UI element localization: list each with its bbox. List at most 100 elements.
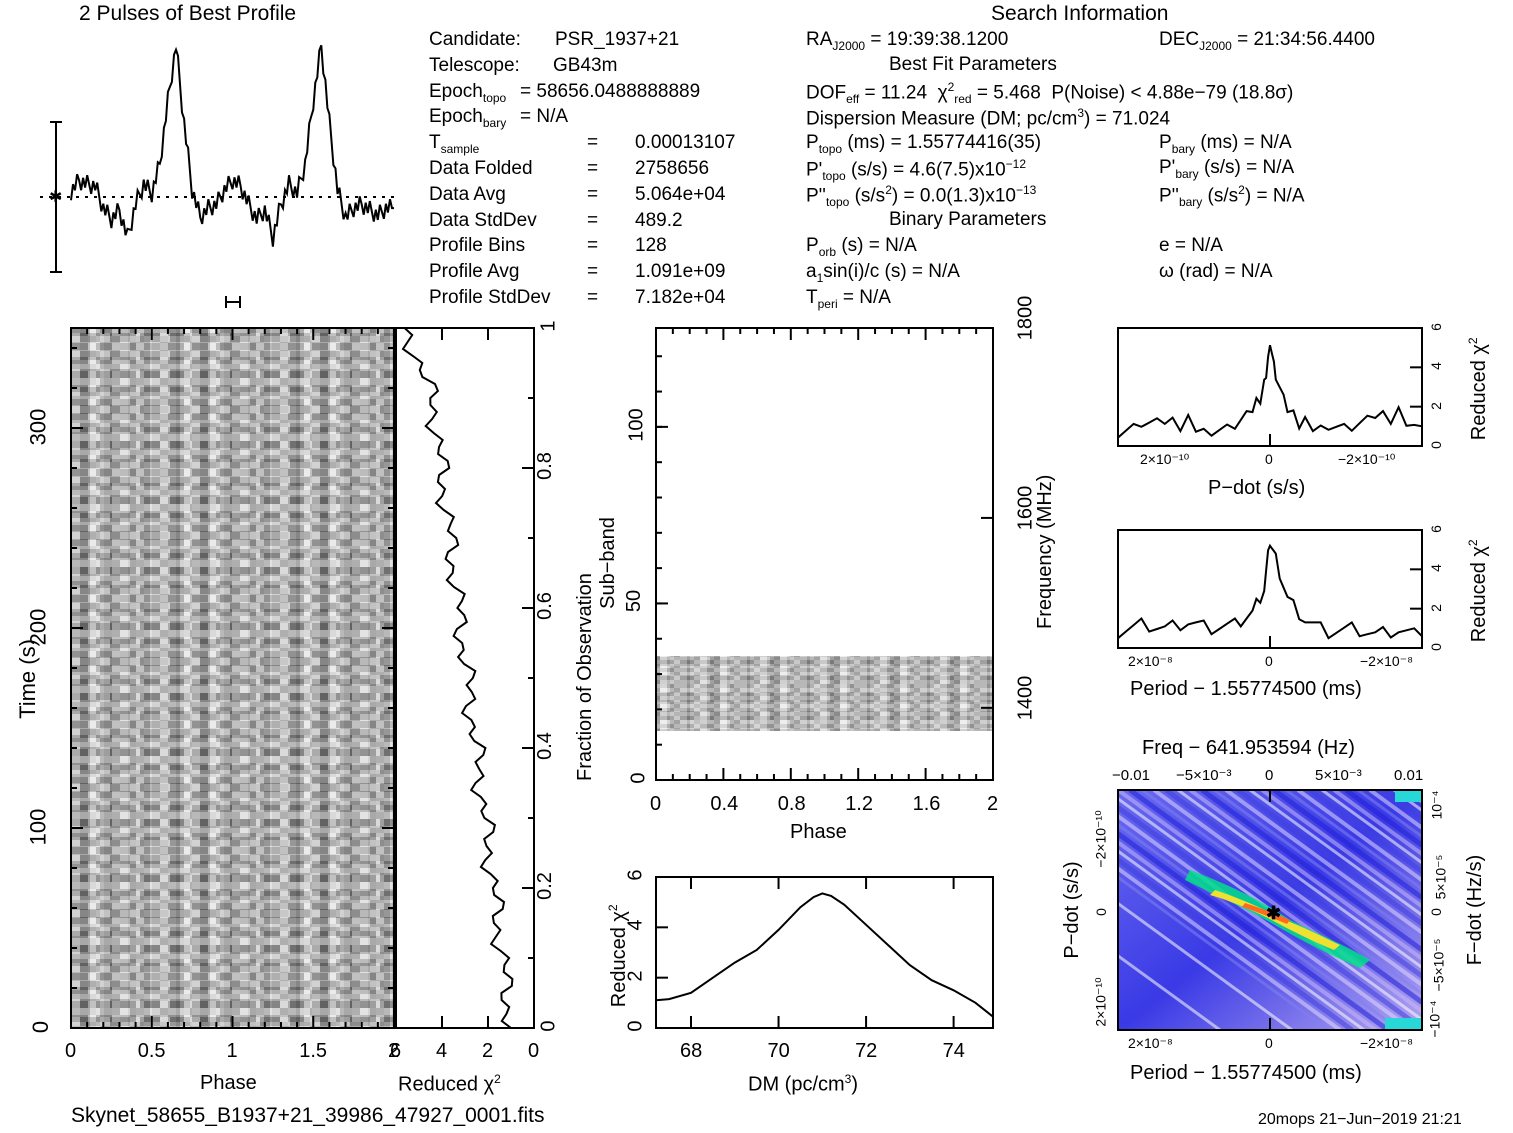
tick-label: 2 bbox=[1427, 401, 1444, 410]
tick-label: 1 bbox=[226, 1040, 238, 1062]
tick-label: 68 bbox=[680, 1040, 703, 1062]
tick-label: 0.4 bbox=[533, 732, 556, 760]
subband-phase-xlabel: Phase bbox=[790, 821, 847, 843]
tick-label: 6 bbox=[1427, 525, 1444, 533]
redchi-xlabel: Reduced χ2 bbox=[398, 1072, 501, 1096]
tick-label: 300 bbox=[25, 408, 51, 446]
tick-label: 0.6 bbox=[533, 592, 556, 620]
info-value: = 489.2 bbox=[587, 209, 683, 231]
tick-label: 2 bbox=[624, 970, 647, 982]
footer-stamp: 20mops 21−Jun−2019 21:21 bbox=[1258, 1111, 1462, 1128]
svg-text:✱: ✱ bbox=[1266, 903, 1281, 923]
tick-label: 5×10⁻⁵ bbox=[1432, 854, 1449, 900]
dm-line-text: Dispersion Measure (DM; pc/cm3) = 71.024 bbox=[806, 106, 1171, 130]
ptopo-line: Ptopo (ms) = 1.55774416(35) bbox=[806, 132, 1042, 156]
tick-label: 0 bbox=[537, 1020, 560, 1032]
tick-label: 100 bbox=[625, 408, 648, 442]
period-ylabel: Reduced χ2 bbox=[1466, 539, 1490, 643]
pdot-xlabel: P−dot (s/s) bbox=[1208, 477, 1306, 499]
info-key: Epochbary bbox=[429, 106, 507, 131]
info-value: = N/A bbox=[520, 106, 569, 128]
tick-label: 0.01 bbox=[1394, 767, 1424, 784]
tick-label: 10⁻⁴ bbox=[1428, 790, 1445, 820]
pdbary-line: P'bary (s/s) = N/A bbox=[1159, 157, 1295, 181]
period-xlabel: Period − 1.55774500 (ms) bbox=[1130, 678, 1362, 700]
tick-label: 0 bbox=[528, 1040, 540, 1062]
info-key: Profile StdDev bbox=[429, 287, 551, 308]
tick-label: 2 bbox=[388, 1040, 400, 1062]
tick-label: 100 bbox=[25, 808, 51, 846]
info-key: Data StdDev bbox=[429, 209, 537, 231]
search-info-title: Search Information bbox=[991, 2, 1169, 25]
tick-label: 0.8 bbox=[533, 452, 556, 480]
time-phase-panel bbox=[70, 327, 395, 1029]
pbary-line: Pbary (ms) = N/A bbox=[1159, 132, 1292, 156]
info-key: Profile Avg bbox=[429, 261, 520, 283]
tick-label: −5×10⁻³ bbox=[1176, 767, 1232, 784]
tick-label: 200 bbox=[25, 608, 51, 646]
subband-panel bbox=[655, 327, 994, 781]
tick-label: 0 bbox=[650, 793, 662, 815]
redchi-time-panel bbox=[395, 327, 535, 1029]
pddtopo-line: P''topo (s/s2) = 0.0(1.3)x10−13 bbox=[806, 183, 1037, 210]
tick-label: −2×10⁻¹⁰ bbox=[1338, 451, 1396, 467]
pdot-ylabel: Reduced χ2 bbox=[1466, 337, 1490, 441]
tick-label: 2×10⁻⁸ bbox=[1128, 653, 1173, 669]
period-panel bbox=[1117, 529, 1423, 649]
dm-ylabel: Reduced χ2 bbox=[606, 904, 630, 1008]
tick-label: −2×10⁻⁸ bbox=[1360, 1035, 1414, 1051]
tick-label: 1.2 bbox=[845, 793, 873, 815]
info-value: = 1.091e+09 bbox=[587, 261, 726, 283]
tick-label: 6 bbox=[390, 1040, 402, 1062]
tick-label: 0 bbox=[1427, 908, 1444, 916]
tick-label: 2×10⁻⁸ bbox=[1128, 1035, 1173, 1051]
redchi-time-series bbox=[401, 327, 514, 1029]
tick-label: −2×10⁻⁸ bbox=[1360, 653, 1414, 669]
tick-label: 0 bbox=[627, 772, 650, 784]
tick-label: 0 bbox=[1427, 643, 1444, 651]
info-value: = 2758656 bbox=[587, 158, 710, 179]
porb-line: Porb (s) = N/A bbox=[806, 235, 917, 259]
tick-label: 50 bbox=[623, 590, 646, 613]
tperi-line: Tperi = N/A bbox=[806, 287, 891, 311]
tick-label: −2×10⁻¹⁰ bbox=[1092, 810, 1109, 868]
pdot-series bbox=[1117, 344, 1423, 439]
tick-label: 72 bbox=[855, 1040, 878, 1062]
p-pdot-panel: ✱ bbox=[1117, 789, 1423, 1031]
pdot-panel bbox=[1117, 327, 1423, 447]
tick-label: 0 bbox=[1265, 1035, 1273, 1051]
tick-label: 70 bbox=[767, 1040, 790, 1062]
info-value: PSR_1937+21 bbox=[555, 29, 680, 50]
tick-label: 1600 bbox=[1014, 485, 1037, 531]
freq-title: Freq − 641.953594 (Hz) bbox=[1142, 737, 1355, 759]
tick-label: 4 bbox=[624, 919, 647, 931]
tick-label: 2 bbox=[987, 793, 999, 815]
tick-label: 1.6 bbox=[912, 793, 941, 815]
tick-label: 2 bbox=[1427, 603, 1444, 612]
dm-xlabel: DM (pc/cm3) bbox=[748, 1072, 859, 1096]
tick-label: 6 bbox=[624, 869, 647, 881]
svg-text:✱: ✱ bbox=[49, 189, 62, 206]
tick-label: 4 bbox=[436, 1040, 448, 1062]
tick-label: 0 bbox=[1265, 451, 1273, 467]
omega-line: ω (rad) = N/A bbox=[1159, 261, 1273, 282]
tick-label: 0.5 bbox=[137, 1040, 166, 1062]
frac-obs-ylabel: Fraction of Observation bbox=[574, 573, 596, 781]
fdot-ylabel: F−dot (Hz/s) bbox=[1464, 854, 1486, 966]
dec-label: DECJ2000 = 21:34:56.4400 bbox=[1159, 29, 1375, 53]
ra-label: RAJ2000 = 19:39:38.1200 bbox=[806, 29, 1009, 53]
tick-label: 74 bbox=[942, 1040, 965, 1062]
tick-label: 0 bbox=[1265, 767, 1274, 784]
tick-label: 4 bbox=[1427, 362, 1444, 371]
info-value: = 5.064e+04 bbox=[587, 183, 726, 205]
e-line: e = N/A bbox=[1159, 235, 1223, 256]
tick-label: 0.2 bbox=[533, 872, 556, 900]
best-fit-heading: Best Fit Parameters bbox=[889, 54, 1057, 75]
dm-series bbox=[655, 892, 994, 1018]
profile-panel: ✱ bbox=[40, 44, 398, 308]
tick-label: 2×10⁻¹⁰ bbox=[1092, 977, 1109, 1027]
info-key: Data Folded bbox=[429, 158, 533, 179]
pp-period-xlabel: Period − 1.55774500 (ms) bbox=[1130, 1062, 1362, 1084]
info-key: Profile Bins bbox=[429, 235, 526, 257]
tick-label: 1400 bbox=[1014, 675, 1037, 721]
